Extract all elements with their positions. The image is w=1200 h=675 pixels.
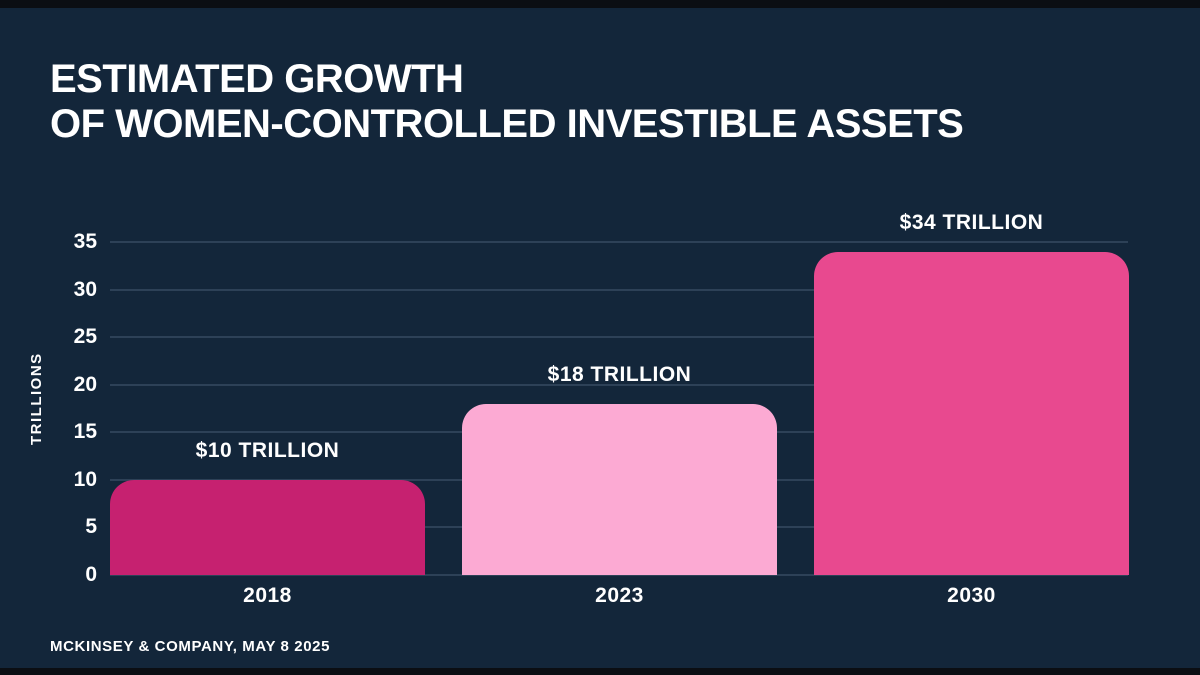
bar-value-label-2018: $10 TRILLION bbox=[195, 438, 340, 462]
bar-column-2030: $34 TRILLION 2030 bbox=[814, 211, 1129, 607]
gridline-y-0 bbox=[110, 574, 1128, 576]
source-footer: MCKINSEY & COMPANY, MAY 8 2025 bbox=[50, 638, 331, 655]
gridline-y-25 bbox=[110, 336, 1128, 339]
gridline-y-30 bbox=[110, 288, 1128, 291]
bar-value-label-2023: $18 TRILLION bbox=[547, 362, 692, 386]
bar-value-label-2030: $34 TRILLION bbox=[899, 210, 1044, 234]
bar-2030 bbox=[814, 251, 1129, 575]
letterbox-bottom bbox=[0, 668, 1200, 675]
letterbox-top bbox=[0, 0, 1200, 8]
chart-title-line2: OF WOMEN-CONTROLLED INVESTIBLE ASSETS bbox=[50, 102, 964, 146]
y-tick-label-35: 35 bbox=[73, 230, 97, 253]
bar-2018 bbox=[110, 479, 425, 575]
y-tick-label-15: 15 bbox=[73, 420, 97, 444]
bar-chart-plot-area: TRILLIONS 35 30 25 20 15 10 5 0 $10 TRILLION 2018… bbox=[28, 211, 1129, 607]
gridline-y-35 bbox=[110, 241, 1128, 243]
x-tick-label-2023: 2023 bbox=[595, 584, 644, 607]
chart-title-line1: ESTIMATED GROWTH bbox=[50, 57, 464, 101]
y-tick-label-5: 5 bbox=[85, 515, 97, 539]
gridline-y-20 bbox=[110, 383, 1128, 386]
y-tick-label-10: 10 bbox=[73, 467, 97, 491]
chart-title: ESTIMATED GROWTH OF WOMEN-CONTROLLED INV… bbox=[50, 57, 964, 147]
bar-column-2018: $10 TRILLION 2018 bbox=[110, 242, 425, 607]
bar-2023 bbox=[462, 403, 777, 575]
x-tick-label-2018: 2018 bbox=[243, 584, 292, 607]
x-tick-label-2030: 2030 bbox=[947, 584, 996, 607]
y-tick-label-25: 25 bbox=[73, 325, 97, 349]
bar-column-2023: $18 TRILLION 2023 bbox=[462, 242, 777, 607]
y-tick-label-20: 20 bbox=[73, 372, 97, 396]
y-tick-label-30: 30 bbox=[73, 277, 97, 301]
y-tick-label-0: 0 bbox=[85, 563, 97, 586]
